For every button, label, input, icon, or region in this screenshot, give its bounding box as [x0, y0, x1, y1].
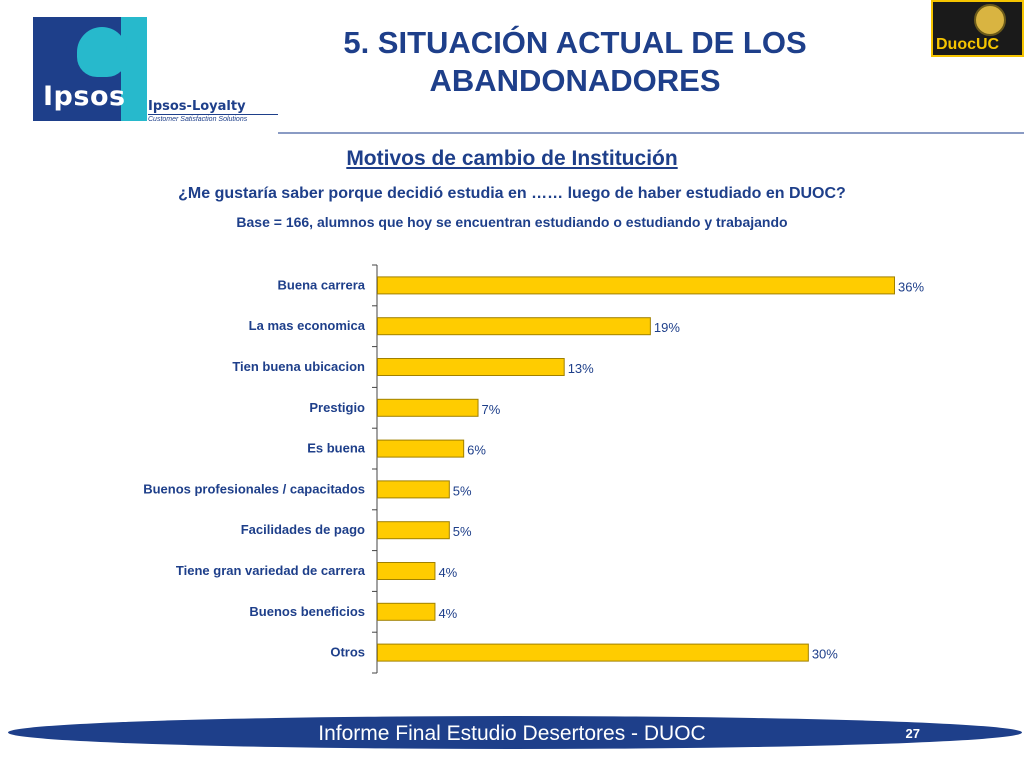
- footer-text: Informe Final Estudio Desertores - DUOC: [318, 722, 706, 745]
- category-label: Tiene gran variedad de carrera: [176, 563, 366, 578]
- category-label: Facilidades de pago: [241, 522, 365, 537]
- ipsos-wordmark: Ipsos: [43, 81, 126, 112]
- logo-stripe: [121, 17, 147, 121]
- value-label: 30%: [812, 647, 838, 662]
- value-label: 7%: [482, 402, 501, 417]
- value-label: 36%: [898, 279, 924, 294]
- duoc-wordmark: DuocUC: [936, 36, 1000, 53]
- value-label: 6%: [467, 443, 486, 458]
- chart-subtitle: Motivos de cambio de Institución: [346, 147, 678, 170]
- logo-head-icon: [77, 27, 127, 77]
- ipsos-loyalty-logo: Ipsos-Loyalty Customer Satisfaction Solu…: [148, 100, 278, 124]
- bar: [377, 643, 809, 662]
- value-label: 5%: [453, 524, 472, 539]
- survey-question: ¿Me gustaría saber porque decidió estudi…: [178, 185, 846, 202]
- duoc-seal-icon: [974, 4, 1006, 36]
- value-label: 4%: [438, 606, 457, 621]
- bar: [377, 562, 436, 580]
- bar: [377, 602, 436, 621]
- sample-base: Base = 166, alumnos que hoy se encuentra…: [236, 214, 788, 230]
- value-label: 19%: [654, 320, 680, 335]
- bar: [377, 276, 895, 295]
- footer-band: [8, 716, 1022, 749]
- category-label: Tien buena ubicacion: [232, 359, 365, 374]
- loyalty-name: Ipsos-Loyalty: [148, 99, 246, 114]
- page-number: 27: [905, 726, 920, 741]
- category-label: Es buena: [307, 441, 366, 456]
- loyalty-tagline: Customer Satisfaction Solutions: [148, 114, 278, 124]
- value-label: 13%: [568, 361, 594, 376]
- category-label: Buenos beneficios: [249, 604, 365, 619]
- bar: [377, 480, 450, 499]
- bar: [377, 398, 479, 417]
- value-label: 4%: [438, 565, 457, 580]
- bar: [377, 358, 565, 376]
- bar: [377, 317, 651, 336]
- ipsos-logo: Ipsos: [33, 17, 147, 121]
- page-title: 5. SITUACIÓN ACTUAL DE LOS ABANDONADORES: [343, 25, 807, 98]
- category-label: Buenos profesionales / capacitados: [143, 481, 365, 496]
- category-label: Buena carrera: [278, 277, 366, 292]
- value-label: 5%: [453, 483, 472, 498]
- duoc-logo: DuocUC: [931, 0, 1024, 57]
- bar: [377, 439, 465, 458]
- bar: [377, 521, 450, 540]
- category-label: La mas economica: [249, 318, 366, 333]
- category-label: Prestigio: [309, 400, 365, 415]
- category-label: Otros: [330, 645, 365, 660]
- title-divider: [278, 132, 1024, 134]
